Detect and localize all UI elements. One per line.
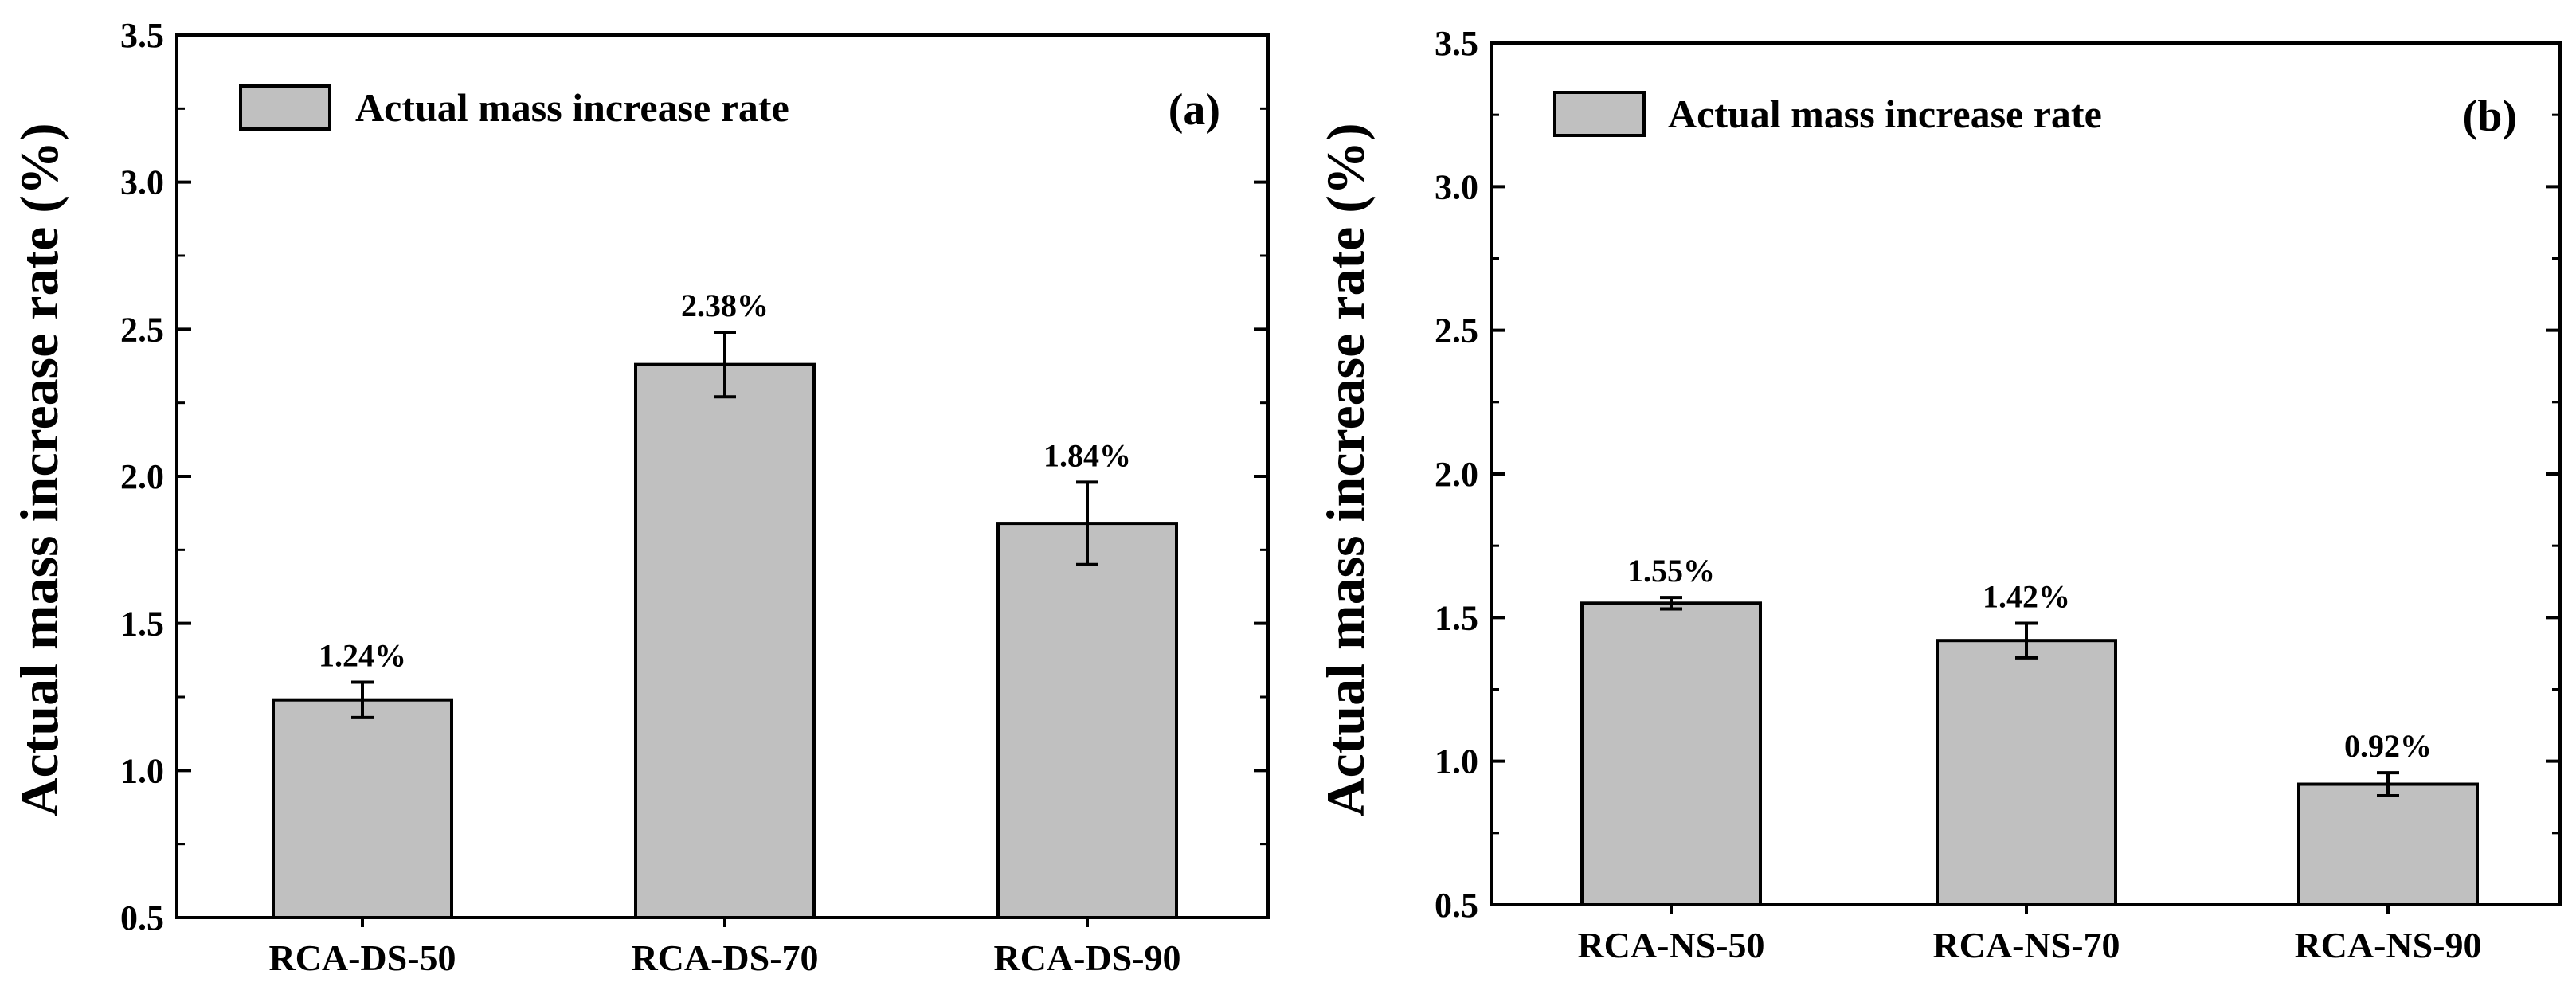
data-label: 1.42% (1983, 579, 2070, 615)
y-axis-ticks: 0.5 1.0 1.5 2.0 2.5 3.0 3.5 (1435, 24, 2560, 925)
chart-panel-a: Actual mass increase rate (%) 0.5 1.0 1.5 2… (9, 16, 1270, 978)
y-axis-title: Actual mass increase rate (%) (9, 123, 69, 816)
bars: 1.55% RCA-NS-50 1.42% RCA-NS-70 0.92% RCA-NS-… (1577, 553, 2481, 965)
bar (996, 522, 1178, 919)
y-tick-label: 1.0 (1435, 742, 1478, 781)
data-label: 1.55% (1627, 553, 1715, 589)
data-label: 1.84% (1043, 437, 1131, 473)
y-tick-label: 1.5 (1435, 598, 1478, 637)
bar (1580, 601, 1762, 906)
y-axis-title: Actual mass increase rate (%) (1315, 123, 1376, 816)
bar (2297, 782, 2479, 907)
y-tick-label: 1.0 (120, 751, 164, 790)
y-tick-label: 1.5 (120, 605, 164, 644)
panel-label: (b) (2463, 92, 2517, 141)
plot-frame (175, 33, 1270, 919)
y-tick-label: 3.0 (1435, 167, 1478, 206)
x-tick-label: RCA-DS-70 (631, 937, 818, 978)
x-tick-label: RCA-NS-50 (1577, 925, 1764, 965)
bars: 1.24% RCA-DS-50 2.38% RCA-DS-70 1.84% RCA-DS-… (268, 288, 1180, 978)
bar (634, 362, 816, 919)
y-tick-label: 2.5 (1435, 311, 1478, 350)
panel-label: (a) (1169, 85, 1220, 135)
bar (272, 698, 453, 920)
x-tick-label: RCA-DS-90 (993, 937, 1180, 978)
bar (1936, 639, 2117, 906)
plot-frame (1490, 41, 2562, 906)
y-tick-label: 3.5 (1435, 24, 1478, 63)
data-label: 2.38% (681, 288, 769, 323)
chart-panel-b: Actual mass increase rate (%) 0.5 1.0 1.5 2… (1315, 24, 2562, 965)
x-tick-label: RCA-NS-70 (1932, 925, 2120, 965)
y-tick-label: 3.0 (120, 163, 164, 202)
y-tick-label: 2.0 (1435, 455, 1478, 494)
legend: Actual mass increase rate (1553, 91, 2102, 137)
legend: Actual mass increase rate (239, 84, 789, 131)
legend-swatch (239, 84, 331, 131)
legend-label: Actual mass increase rate (1668, 92, 2102, 136)
legend-label: Actual mass increase rate (355, 85, 789, 130)
data-label: 0.92% (2344, 728, 2432, 764)
legend-swatch (1553, 91, 1646, 137)
x-tick-label: RCA-DS-50 (268, 937, 456, 978)
data-label: 1.24% (319, 638, 406, 674)
y-tick-label: 3.5 (120, 16, 164, 55)
y-tick-label: 2.0 (120, 457, 164, 496)
y-axis-ticks: 0.5 1.0 1.5 2.0 2.5 3.0 3.5 (120, 16, 1268, 937)
x-tick-label: RCA-NS-90 (2294, 925, 2481, 965)
y-tick-label: 2.5 (120, 310, 164, 349)
y-tick-label: 0.5 (120, 898, 164, 937)
y-tick-label: 0.5 (1435, 886, 1478, 925)
